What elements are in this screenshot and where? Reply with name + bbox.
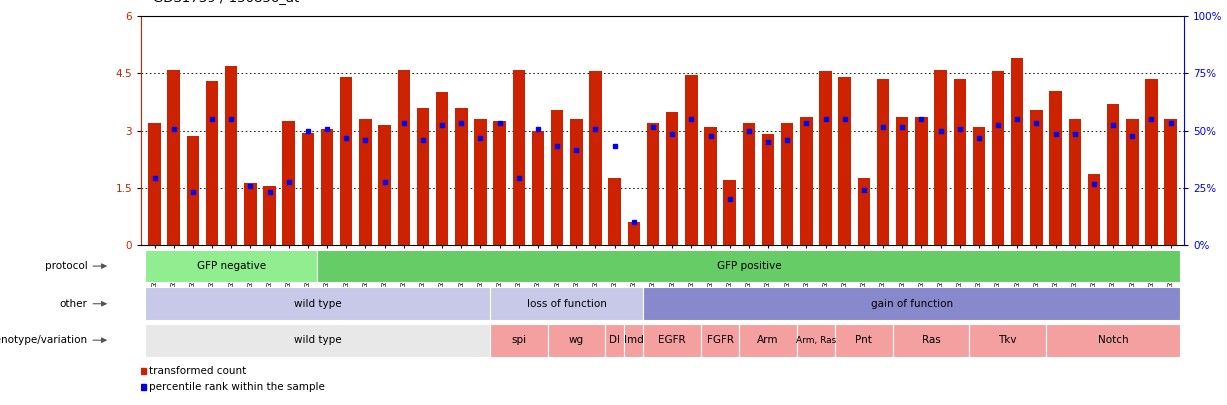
- Bar: [780, 123, 794, 245]
- Bar: [896, 117, 908, 245]
- Text: protocol: protocol: [44, 261, 87, 271]
- Bar: [796, 324, 836, 357]
- Bar: [148, 123, 161, 245]
- Bar: [547, 324, 605, 357]
- Bar: [1107, 104, 1119, 245]
- Text: Notch: Notch: [1098, 335, 1129, 345]
- Bar: [513, 70, 525, 245]
- Bar: [742, 123, 755, 245]
- Text: Ras: Ras: [921, 335, 940, 345]
- Bar: [282, 121, 294, 245]
- Text: Arm: Arm: [757, 335, 779, 345]
- Bar: [320, 129, 334, 245]
- Bar: [836, 324, 892, 357]
- Bar: [704, 127, 717, 245]
- Bar: [701, 324, 739, 357]
- Bar: [145, 249, 318, 283]
- Bar: [1045, 324, 1180, 357]
- Bar: [206, 81, 218, 245]
- Bar: [318, 249, 1180, 283]
- Bar: [739, 324, 796, 357]
- Bar: [474, 119, 487, 245]
- Bar: [167, 70, 180, 245]
- Text: FGFR: FGFR: [707, 335, 734, 345]
- Bar: [398, 70, 410, 245]
- Bar: [302, 132, 314, 245]
- Text: Imd: Imd: [625, 335, 644, 345]
- Text: Arm, Ras: Arm, Ras: [796, 336, 836, 345]
- Bar: [571, 119, 583, 245]
- Bar: [991, 72, 1005, 245]
- Bar: [1145, 79, 1158, 245]
- Bar: [838, 77, 852, 245]
- Bar: [605, 324, 625, 357]
- Bar: [762, 134, 774, 245]
- Bar: [973, 127, 985, 245]
- Text: GFP positive: GFP positive: [717, 261, 782, 271]
- Bar: [360, 119, 372, 245]
- Text: wild type: wild type: [293, 299, 341, 309]
- Text: GDS1739 / 150856_at: GDS1739 / 150856_at: [153, 0, 299, 4]
- Bar: [1069, 119, 1081, 245]
- Bar: [625, 324, 643, 357]
- Bar: [1049, 91, 1061, 245]
- Bar: [145, 288, 490, 320]
- Bar: [1126, 119, 1139, 245]
- Bar: [1164, 119, 1177, 245]
- Bar: [1031, 110, 1043, 245]
- Bar: [953, 79, 966, 245]
- Text: EGFR: EGFR: [659, 335, 686, 345]
- Bar: [244, 183, 256, 245]
- Bar: [915, 117, 928, 245]
- Bar: [666, 111, 679, 245]
- Bar: [800, 117, 812, 245]
- Bar: [627, 222, 640, 245]
- Bar: [490, 288, 643, 320]
- Bar: [378, 125, 391, 245]
- Bar: [264, 186, 276, 245]
- Bar: [609, 178, 621, 245]
- Bar: [1011, 58, 1023, 245]
- Text: other: other: [60, 299, 87, 309]
- Text: transformed count: transformed count: [148, 366, 247, 376]
- Bar: [589, 72, 601, 245]
- Bar: [934, 70, 947, 245]
- Text: gain of function: gain of function: [871, 299, 953, 309]
- Bar: [643, 288, 1180, 320]
- Text: Pnt: Pnt: [855, 335, 872, 345]
- Bar: [724, 180, 736, 245]
- Bar: [685, 75, 698, 245]
- Bar: [225, 66, 238, 245]
- Bar: [187, 136, 199, 245]
- Bar: [647, 123, 659, 245]
- Text: genotype/variation: genotype/variation: [0, 335, 87, 345]
- Bar: [820, 72, 832, 245]
- Bar: [1087, 175, 1101, 245]
- Text: spi: spi: [512, 335, 526, 345]
- Bar: [877, 79, 890, 245]
- Text: Dl: Dl: [609, 335, 620, 345]
- Bar: [643, 324, 701, 357]
- Bar: [892, 324, 969, 357]
- Bar: [493, 121, 506, 245]
- Bar: [551, 110, 563, 245]
- Text: percentile rank within the sample: percentile rank within the sample: [148, 382, 325, 392]
- Bar: [455, 108, 467, 245]
- Bar: [858, 178, 870, 245]
- Text: wild type: wild type: [293, 335, 341, 345]
- Bar: [531, 130, 545, 245]
- Bar: [490, 324, 547, 357]
- Text: Tkv: Tkv: [999, 335, 1017, 345]
- Text: wg: wg: [569, 335, 584, 345]
- Text: GFP negative: GFP negative: [196, 261, 266, 271]
- Bar: [145, 324, 490, 357]
- Bar: [436, 92, 448, 245]
- Text: loss of function: loss of function: [526, 299, 606, 309]
- Bar: [340, 77, 352, 245]
- Bar: [417, 108, 429, 245]
- Bar: [969, 324, 1045, 357]
